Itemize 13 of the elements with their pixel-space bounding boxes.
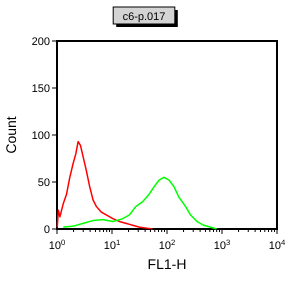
y-tick-label: 50 [38, 177, 50, 189]
y-tick-label: 150 [32, 83, 50, 95]
x-tick-label: 10$^{3}$ [214, 238, 230, 252]
y-tick-label: 0 [44, 224, 50, 236]
chart-title: c6-p.017 [122, 11, 166, 23]
y-tick-label: 100 [32, 130, 50, 142]
x-tick-label: 10$^{1}$ [104, 238, 120, 252]
y-axis-title: Count [3, 116, 19, 154]
x-tick-label: 10$^{4}$ [268, 238, 286, 252]
x-tick-label: 10$^{0}$ [48, 238, 66, 252]
x-tick-label: 10$^{2}$ [158, 238, 176, 252]
y-tick-label: 200 [32, 36, 50, 48]
x-axis-title: FL1-H [148, 256, 186, 272]
